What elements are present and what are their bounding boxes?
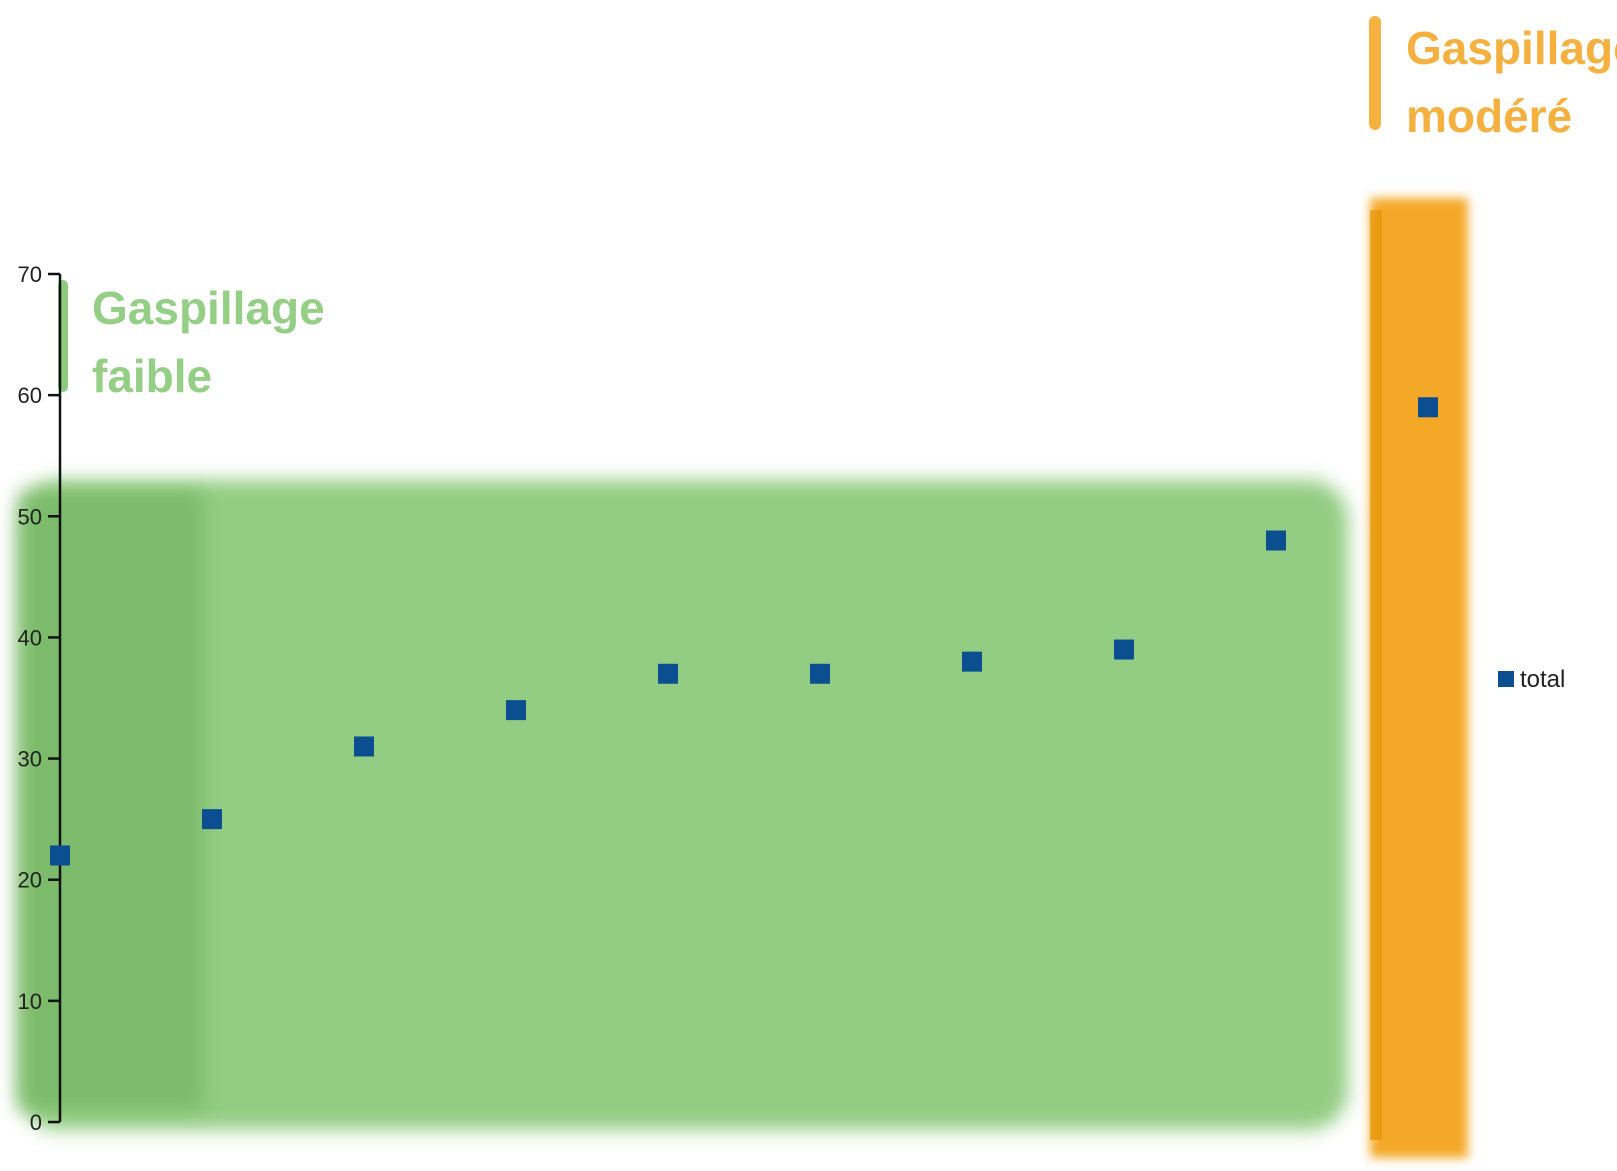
y-tick-label: 70 [18, 262, 42, 287]
data-point [658, 663, 678, 684]
zone-label-moderate-line1: Gaspillage [1406, 22, 1617, 74]
data-point [50, 845, 70, 866]
data-point [810, 663, 830, 684]
data-point [962, 651, 982, 672]
data-point [1418, 397, 1438, 418]
y-tick-label: 60 [18, 383, 42, 408]
y-tick-label: 10 [18, 989, 42, 1014]
zone-label-moderate: Gaspillage modéré [1369, 16, 1617, 142]
data-points [50, 397, 1438, 866]
zone-label-moderate-bar [1369, 16, 1381, 130]
zone-label-low-line2: faible [92, 350, 212, 402]
legend: total [1498, 666, 1565, 693]
data-point [202, 809, 222, 830]
zone-label-low-line1: Gaspillage [92, 282, 325, 334]
y-tick-label: 50 [18, 504, 42, 529]
y-tick-label: 30 [18, 747, 42, 772]
legend-swatch [1498, 671, 1514, 687]
data-point [354, 736, 374, 757]
zone-moderate-waste [1370, 198, 1468, 1158]
data-point [1114, 639, 1134, 660]
zone-label-low: Gaspillage faible [58, 280, 325, 402]
y-tick-label: 0 [30, 1110, 42, 1135]
y-axis: 0 10 20 30 40 50 60 70 [18, 262, 62, 1135]
zone-label-moderate-line2: modéré [1406, 90, 1572, 142]
y-tick-label: 20 [18, 868, 42, 893]
data-point [1266, 530, 1286, 551]
data-point [506, 700, 526, 721]
y-tick-label: 40 [18, 625, 42, 650]
legend-label-total: total [1520, 666, 1565, 693]
zone-low-waste [18, 480, 1348, 1130]
